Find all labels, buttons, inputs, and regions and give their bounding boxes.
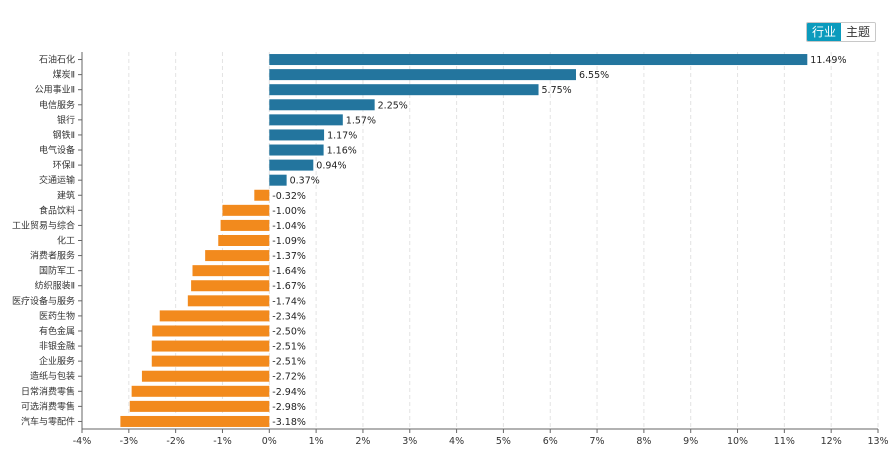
category-label: 医药生物 — [39, 310, 75, 322]
value-label: -2.98% — [272, 402, 306, 413]
value-label: -1.00% — [272, 206, 306, 217]
category-label: 医疗设备与服务 — [12, 295, 75, 307]
category-label: 化工 — [57, 235, 75, 247]
value-label: 1.16% — [327, 146, 357, 157]
value-label: 2.25% — [378, 100, 408, 111]
value-label: 0.37% — [290, 176, 320, 187]
category-label: 非银金融 — [39, 340, 75, 352]
bar — [151, 355, 270, 367]
bar — [191, 280, 270, 292]
x-tick-label: 3% — [402, 436, 417, 447]
bar — [129, 400, 270, 412]
category-label: 企业服务 — [39, 355, 75, 367]
tab-theme[interactable]: 主题 — [841, 23, 876, 41]
bar — [220, 219, 270, 231]
category-label: 环保Ⅱ — [53, 159, 75, 171]
bar — [131, 385, 270, 397]
category-label: 有色金属 — [39, 325, 75, 337]
bar — [269, 99, 375, 111]
x-tick-label: 9% — [683, 436, 698, 447]
bar — [151, 340, 270, 352]
value-label: 0.94% — [316, 161, 346, 172]
value-label: 6.55% — [579, 70, 609, 81]
category-label: 造纸与包装 — [30, 370, 75, 382]
value-label: 5.75% — [542, 85, 572, 96]
category-label: 国防军工 — [39, 265, 75, 277]
category-label: 石油石化 — [39, 54, 75, 66]
category-label: 可选消费零售 — [21, 400, 75, 412]
x-tick-label: 2% — [355, 436, 370, 447]
value-label: -3.18% — [272, 417, 306, 428]
category-label: 公用事业Ⅱ — [35, 84, 75, 96]
category-label: 工业贸易与综合 — [12, 219, 75, 231]
bar — [159, 310, 270, 322]
value-label: -2.51% — [272, 342, 306, 353]
category-label: 钢铁Ⅱ — [53, 129, 75, 141]
bar — [141, 370, 270, 382]
value-label: -2.51% — [272, 357, 306, 368]
bar — [120, 415, 270, 427]
value-label: -2.94% — [272, 387, 306, 398]
value-label: -1.64% — [272, 266, 306, 277]
x-tick-label: 8% — [636, 436, 651, 447]
bar — [187, 295, 270, 307]
value-label: -1.37% — [272, 251, 306, 262]
category-label: 消费者服务 — [30, 250, 75, 262]
x-tick-label: 6% — [543, 436, 558, 447]
bar — [254, 189, 270, 201]
x-tick-label: 13% — [867, 436, 888, 447]
bar — [269, 159, 314, 171]
value-label: 1.57% — [346, 115, 376, 126]
category-label: 煤炭Ⅱ — [53, 69, 75, 81]
category-label: 汽车与零配件 — [21, 415, 75, 427]
bar — [269, 114, 343, 126]
x-tick-label: -2% — [166, 436, 185, 447]
x-tick-label: -4% — [73, 436, 92, 447]
tab-industry[interactable]: 行业 — [807, 23, 842, 41]
value-label: -1.67% — [272, 281, 306, 292]
value-label: 11.49% — [810, 55, 846, 66]
value-label: -2.50% — [272, 326, 306, 337]
value-label: -1.04% — [272, 221, 306, 232]
x-tick-label: 5% — [496, 436, 511, 447]
bar — [269, 84, 539, 96]
bar — [269, 54, 808, 66]
x-tick-label: 10% — [727, 436, 748, 447]
x-tick-label: -3% — [120, 436, 139, 447]
bar — [205, 250, 270, 262]
x-tick-label: 7% — [590, 436, 605, 447]
bar — [192, 265, 270, 277]
value-label: 1.17% — [327, 130, 357, 141]
view-toggle: 行业 主题 — [806, 22, 877, 42]
bar — [269, 69, 576, 81]
x-tick-label: 0% — [262, 436, 277, 447]
bar — [222, 204, 270, 216]
category-label: 建筑 — [57, 189, 75, 201]
category-label: 电气设备 — [39, 144, 75, 156]
category-label: 交通运输 — [39, 174, 75, 186]
value-label: -1.09% — [272, 236, 306, 247]
bar — [152, 325, 270, 337]
bar — [269, 129, 325, 141]
bar — [269, 174, 287, 186]
category-label: 食品饮料 — [39, 204, 75, 216]
x-tick-label: 12% — [821, 436, 842, 447]
category-label: 电信服务 — [39, 99, 75, 111]
value-label: -2.72% — [272, 372, 306, 383]
bar — [269, 144, 324, 156]
category-label: 纺织服装Ⅱ — [35, 280, 75, 292]
x-tick-label: 11% — [774, 436, 795, 447]
bar — [218, 235, 270, 246]
x-tick-label: 4% — [449, 436, 464, 447]
value-label: -0.32% — [272, 191, 306, 202]
category-label: 日常消费零售 — [21, 385, 75, 397]
category-label: 银行 — [57, 114, 75, 126]
x-tick-label: 1% — [309, 436, 324, 447]
x-tick-label: -1% — [213, 436, 232, 447]
value-label: -1.74% — [272, 296, 306, 307]
value-label: -2.34% — [272, 311, 306, 322]
